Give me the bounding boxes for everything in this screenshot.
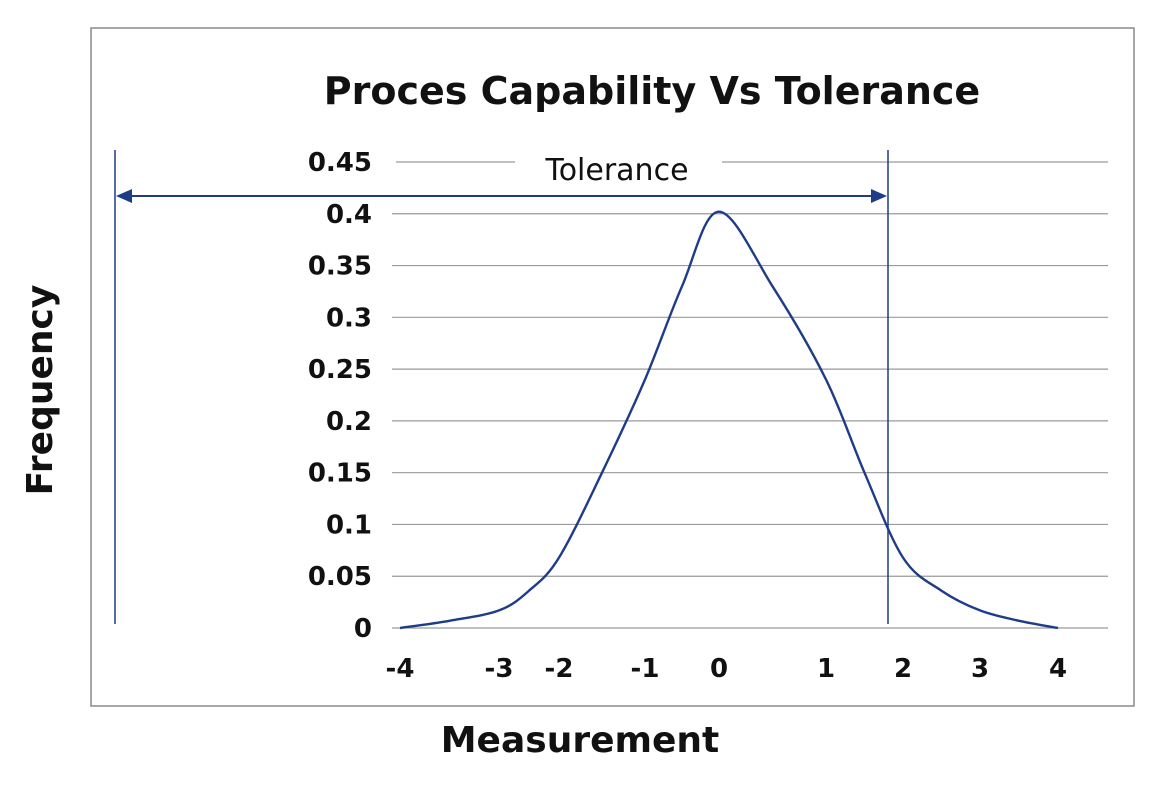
grid-layer [392,161,1108,629]
x-tick-label: 1 [817,654,835,684]
x-axis-title: Measurement [441,720,720,761]
x-tick-label: 4 [1049,654,1067,684]
x-tick-labels: -4 -3 -2 -1 0 1 2 3 4 [386,654,1067,684]
tolerance-annotation: Tolerance [114,150,889,624]
x-tick-label: 2 [894,654,912,684]
tolerance-label: Tolerance [544,153,688,188]
x-tick-label: -1 [631,654,660,684]
chart-border [90,27,1135,707]
y-tick-label: 0.05 [308,562,372,592]
y-axis-title: Frequency [20,285,61,496]
y-tick-label: 0.25 [308,355,372,385]
x-tick-label: -2 [545,654,574,684]
series-layer [399,210,1059,630]
y-tick-label: 0.45 [308,148,372,178]
y-tick-label: 0 [354,614,372,644]
y-tick-labels: 0 0.05 0.1 0.15 0.2 0.25 0.3 0.35 0.4 0.45 [308,148,372,644]
x-tick-label: -4 [386,654,415,684]
arrow-head-right [871,189,887,203]
distribution-curve [399,210,1059,630]
chart-title: Proces Capability Vs Tolerance [324,69,980,113]
y-tick-label: 0.35 [308,252,372,282]
x-tick-label: 0 [710,654,728,684]
x-tick-label: 3 [971,654,989,684]
y-tick-label: 0.2 [326,407,372,437]
y-tick-label: 0.1 [326,510,372,540]
x-tick-label: -3 [485,654,514,684]
arrow-head-left [116,189,132,203]
y-tick-label: 0.15 [308,459,372,489]
y-tick-label: 0.3 [326,303,372,333]
y-tick-label: 0.4 [326,200,372,230]
